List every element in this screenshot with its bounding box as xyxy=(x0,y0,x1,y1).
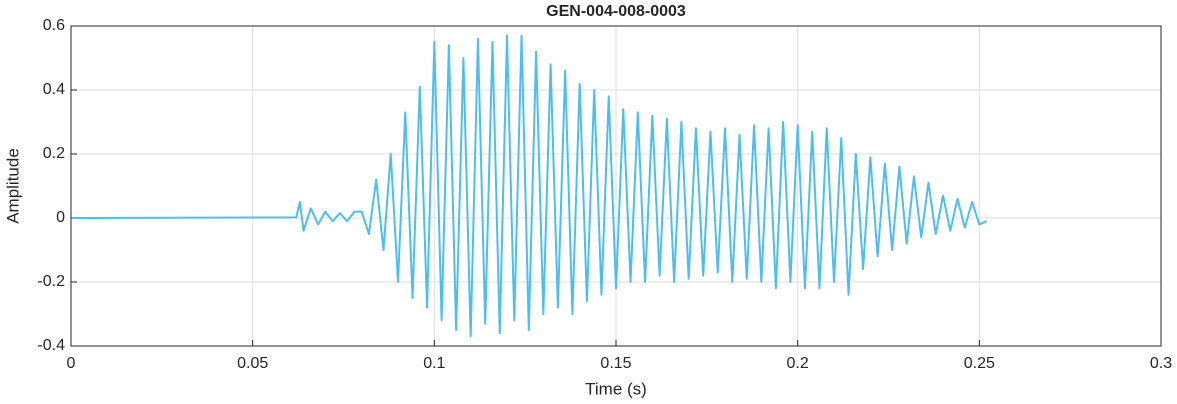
y-tick-label: -0.4 xyxy=(37,337,65,354)
x-tick-label: 0.25 xyxy=(964,355,995,372)
y-axis-label: Amplitude xyxy=(3,148,22,224)
y-tick-label: 0.2 xyxy=(43,145,65,162)
y-tick-label: 0.4 xyxy=(43,81,65,98)
x-tick-label: 0 xyxy=(67,355,76,372)
x-tick-label: 0.2 xyxy=(787,355,809,372)
x-tick-label: 0.15 xyxy=(600,355,631,372)
y-tick-label: 0.6 xyxy=(43,17,65,34)
waveform xyxy=(70,34,988,338)
chart-title: GEN-004-008-0003 xyxy=(546,3,686,20)
x-tick-label: 0.1 xyxy=(423,355,445,372)
x-tick-label: 0.3 xyxy=(1150,355,1172,372)
plot-frame xyxy=(70,25,1162,347)
x-axis-label: Time (s) xyxy=(585,379,647,398)
y-tick-label: 0 xyxy=(56,209,65,226)
x-tick-label: 0.05 xyxy=(237,355,268,372)
y-tick-label: -0.2 xyxy=(37,273,65,290)
